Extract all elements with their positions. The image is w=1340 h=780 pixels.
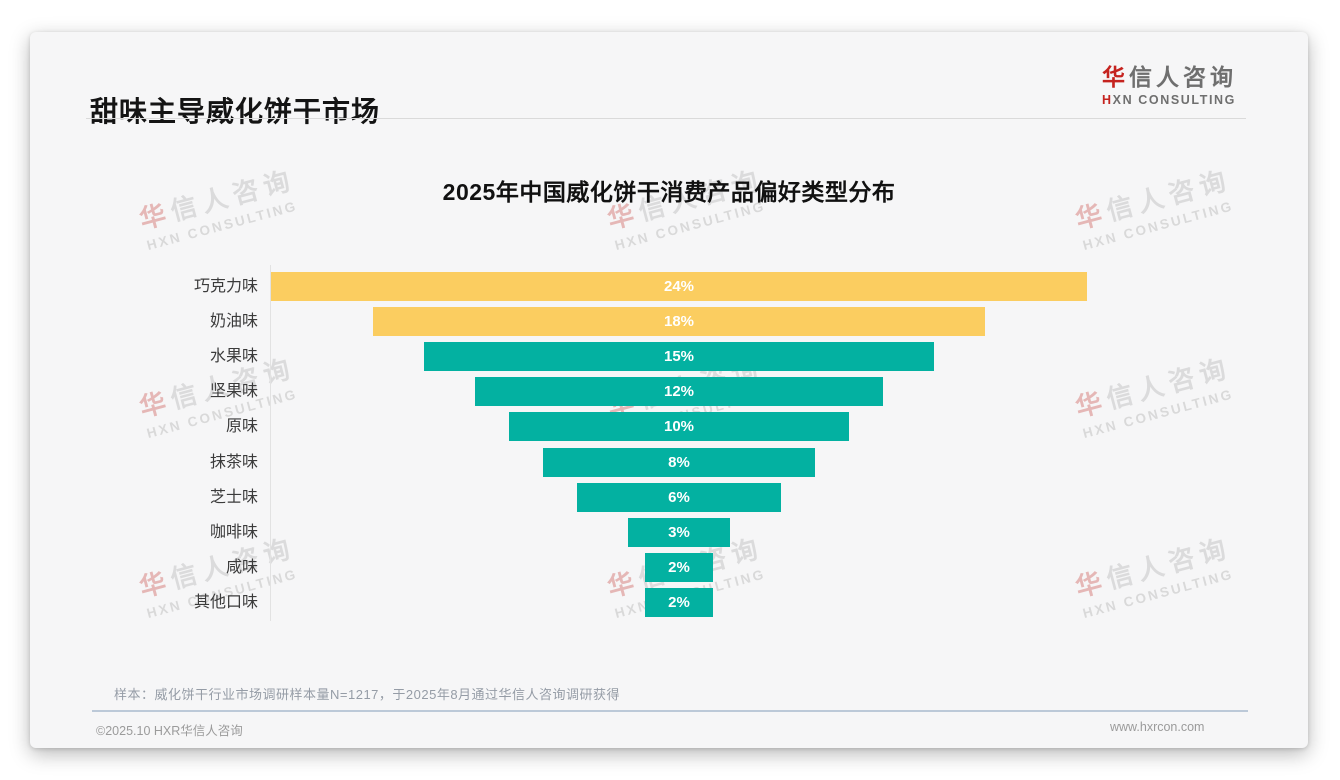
header-divider (86, 118, 1246, 119)
page-title: 甜味主导威化饼干市场 (90, 96, 381, 127)
category-label: 奶油味 (209, 313, 258, 331)
funnel-bar: 10% (509, 412, 849, 442)
funnel-bar: 3% (628, 517, 730, 547)
logo-cn-rest: 信人咨询 (1129, 64, 1237, 90)
logo-en-text: HXN CONSULTING (1102, 93, 1237, 107)
funnel-bar: 18% (373, 307, 985, 337)
logo-en-accent: H (1102, 93, 1113, 107)
footer-copyright: ©2025.10 HXR华信人咨询 (96, 724, 243, 738)
funnel-bar: 2% (645, 552, 713, 582)
footer-website: www.hxrcon.com (1110, 720, 1205, 734)
category-label: 抹茶味 (209, 453, 258, 471)
category-label: 坚果味 (209, 383, 258, 401)
category-label: 咸味 (225, 558, 258, 576)
company-logo: 华信人咨询 HXN CONSULTING (1102, 58, 1237, 107)
category-label: 原味 (225, 418, 258, 436)
funnel-bar: 8% (543, 447, 815, 477)
slide-card: 甜味主导威化饼干市场 华信人咨询 HXN CONSULTING 2025年中国威… (30, 32, 1308, 748)
chart-axis-line (270, 265, 271, 621)
category-label: 咖啡味 (209, 523, 258, 541)
category-label: 芝士味 (209, 488, 258, 506)
funnel-bar: 24% (271, 272, 1087, 301)
funnel-bar: 15% (424, 342, 934, 372)
logo-cn-accent: 华 (1102, 64, 1129, 90)
category-label: 巧克力味 (193, 278, 258, 295)
category-label: 水果味 (209, 348, 258, 366)
category-label: 其他口味 (193, 593, 258, 611)
funnel-bar: 2% (645, 587, 713, 617)
logo-cn-text: 华信人咨询 (1102, 58, 1237, 92)
sample-footnote: 样本：威化饼干行业市场调研样本量N=1217，于2025年8月通过华信人咨询调研… (114, 687, 621, 702)
footer-divider (92, 710, 1248, 712)
logo-en-rest: XN CONSULTING (1112, 93, 1236, 107)
funnel-bar: 12% (475, 377, 883, 407)
funnel-bar: 6% (577, 482, 781, 512)
chart-title: 2025年中国威化饼干消费产品偏好类型分布 (442, 179, 896, 205)
